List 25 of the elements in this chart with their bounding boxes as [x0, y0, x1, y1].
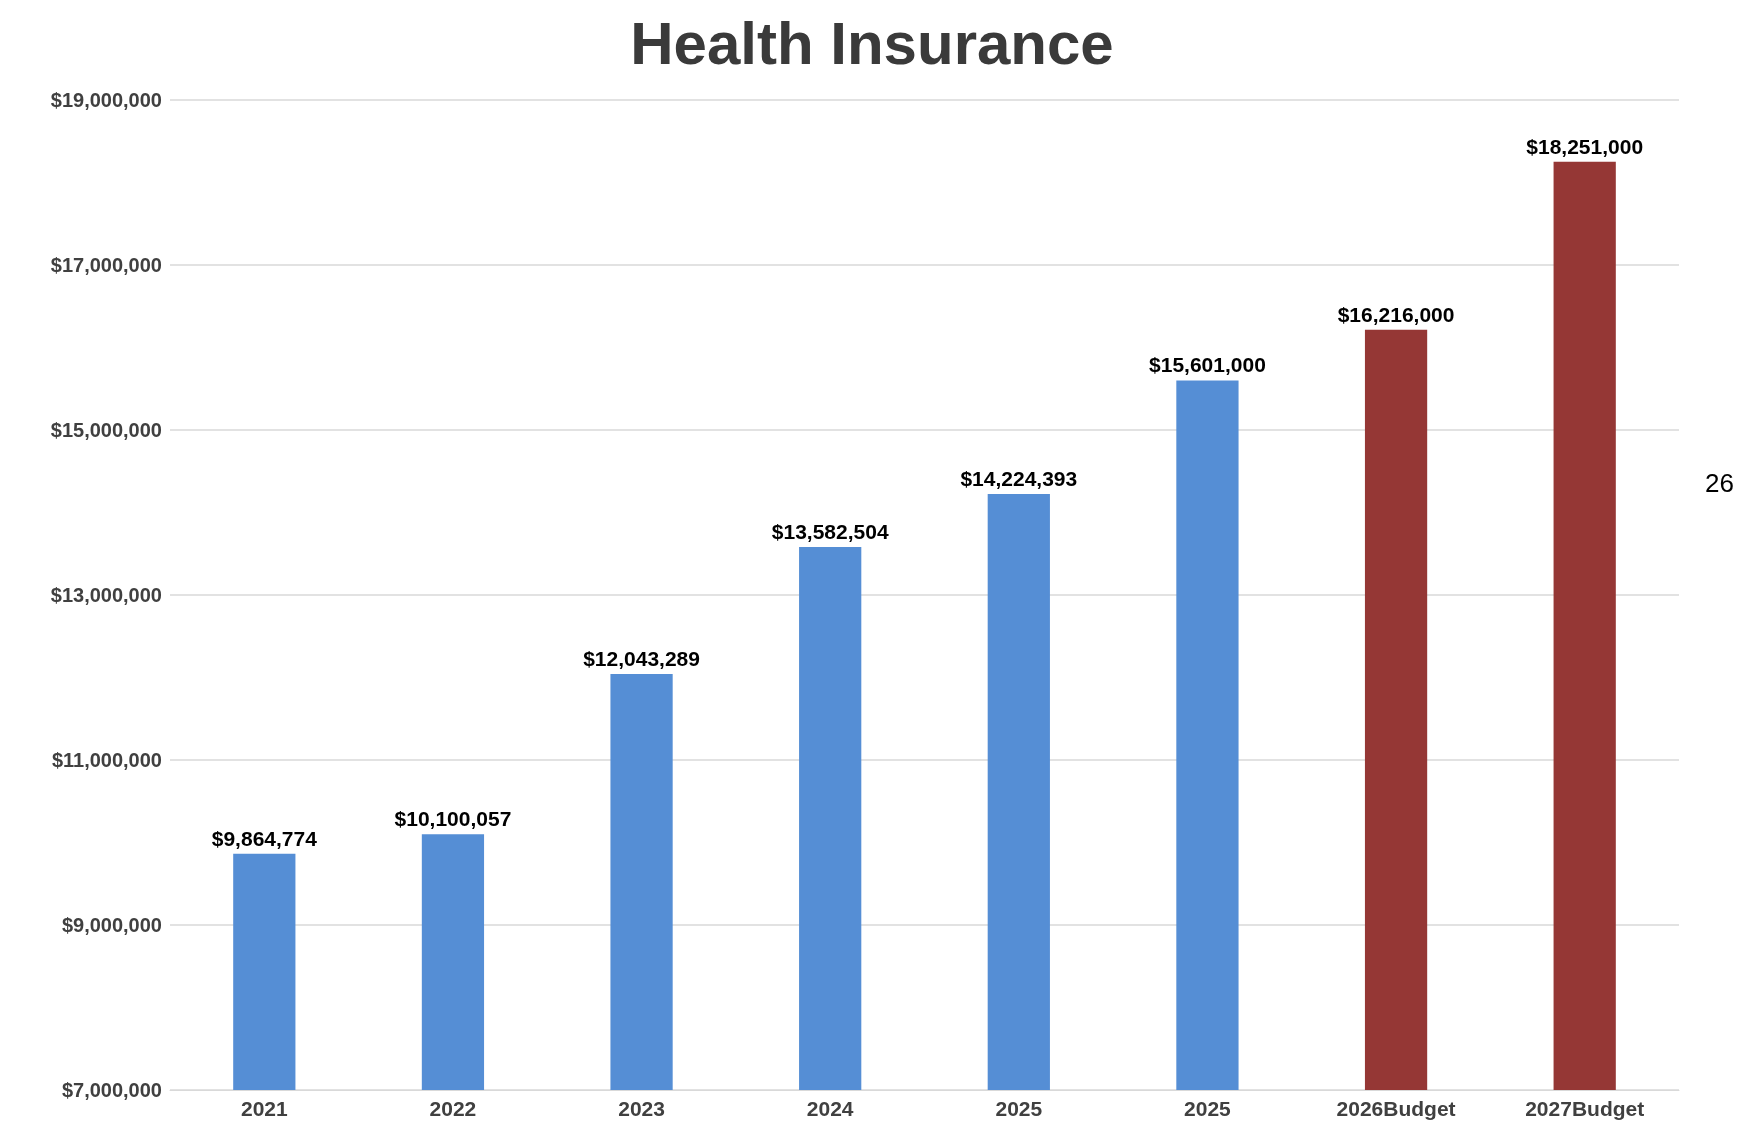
data-label: $18,251,000 [1526, 134, 1644, 158]
x-tick-label: 2025 [1184, 1097, 1232, 1120]
data-label: $14,224,393 [960, 466, 1078, 490]
y-tick-label: $9,000,000 [61, 914, 162, 936]
y-tick-label: $19,000,000 [50, 89, 162, 111]
data-label: $10,100,057 [394, 807, 512, 831]
y-tick-label: $11,000,000 [51, 749, 162, 771]
data-label: $12,043,289 [583, 646, 700, 670]
x-tick-label: 2026Budget [1336, 1097, 1456, 1120]
y-tick-label: $13,000,000 [50, 584, 162, 606]
chart-title: Health Insurance [630, 9, 1114, 77]
y-tick-label: $17,000,000 [50, 254, 162, 276]
x-tick-label: 2025 [995, 1097, 1043, 1120]
data-label: $9,864,774 [211, 826, 318, 850]
x-tick-label: 2021 [240, 1097, 288, 1120]
data-label: $16,216,000 [1337, 302, 1455, 326]
x-tick-label: 2022 [429, 1097, 477, 1120]
y-tick-label: $15,000,000 [50, 419, 162, 441]
data-label: $15,601,000 [1149, 353, 1266, 377]
y-tick-label: $7,000,000 [61, 1079, 162, 1101]
x-tick-label: 2023 [618, 1097, 665, 1120]
data-label: $13,582,504 [771, 519, 889, 543]
x-tick-label: 2027Budget [1525, 1097, 1645, 1120]
x-tick-label: 2024 [806, 1097, 854, 1120]
text: 26 [1705, 468, 1734, 498]
